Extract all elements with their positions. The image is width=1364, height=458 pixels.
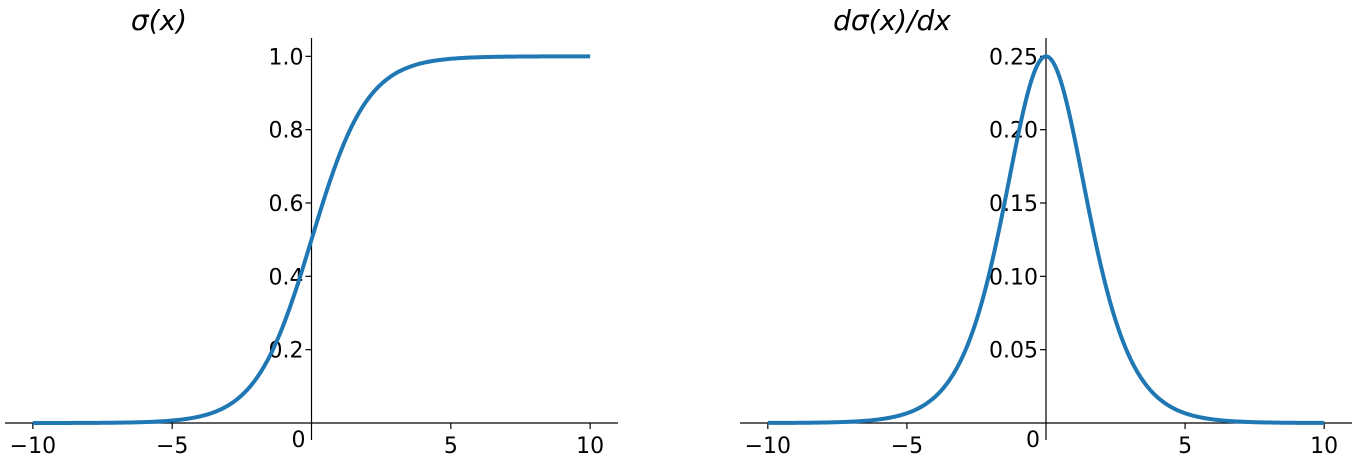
y-tick-label: 0.25 [989, 45, 1038, 70]
y-tick-label: 0.05 [989, 339, 1038, 364]
x-tick-label: 0 [292, 428, 306, 453]
x-tick-label: −10 [10, 434, 56, 458]
chart-title: σ(x) [131, 4, 187, 37]
x-tick-label: 5 [444, 434, 458, 458]
y-tick-label: 0.20 [989, 119, 1038, 144]
subplot-1: σ(x)−10 −5 0 5 100.20.40.60.81.0 [5, 4, 618, 458]
series-line [32, 54, 591, 425]
x-tick-label: −5 [156, 434, 188, 458]
y-tick-label: 1.0 [269, 45, 304, 70]
x-tick-label: 10 [576, 434, 604, 458]
series-line [767, 54, 1325, 425]
y-tick-label: 0.15 [989, 192, 1038, 217]
x-tick-label: 10 [1310, 434, 1338, 458]
subplot-2: dσ(x)/dx −10 −5 0 5 10 0.05 0.10 0.15 0.20 0.25 [740, 4, 1352, 458]
y-tick-label: 0.10 [989, 265, 1038, 290]
x-tick-label: 5 [1178, 434, 1192, 458]
y-tick-label: 0.8 [269, 119, 304, 144]
y-tick-label: 0.6 [269, 192, 304, 217]
x-tick-label: 0 [1026, 428, 1040, 453]
x-tick-label: −10 [745, 434, 791, 458]
chart-title: dσ(x)/dx [833, 4, 951, 37]
x-tick-label: −5 [891, 434, 923, 458]
